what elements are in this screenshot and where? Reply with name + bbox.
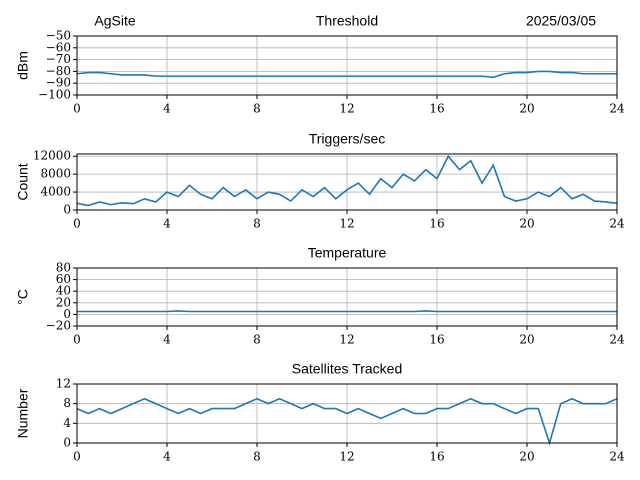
y-tick-label: 0 [63,203,71,217]
x-tick-label: 16 [429,217,444,231]
x-tick-label: 20 [519,102,534,116]
axes-frame [76,153,618,211]
x-tick-label: 0 [73,102,81,116]
y-tick-label: −20 [46,319,71,333]
y-axis-label: °C [15,289,31,305]
y-tick-label: 80 [56,261,71,275]
site-label: AgSite [94,13,135,29]
chart-title: Satellites Tracked [292,361,403,377]
y-tick-label: −80 [46,64,71,78]
x-tick-label: 4 [163,217,171,231]
x-tick-label: 12 [339,217,354,231]
data-line [76,397,618,446]
x-tick-label: 4 [163,102,171,116]
y-axis-label: dBm [15,51,31,80]
axes-frame [76,383,618,444]
y-tick-label: 0 [63,436,71,450]
axes-frame [76,267,618,327]
data-line [76,70,617,79]
x-tick-label: 24 [609,450,625,464]
x-tick-label: 20 [519,450,534,464]
y-tick-label: 0 [63,307,71,321]
y-tick-label: 8000 [40,167,71,181]
y-tick-label: 20 [56,295,71,309]
x-tick-label: 0 [73,217,81,231]
x-tick-label: 16 [429,333,444,347]
x-tick-label: 12 [339,450,354,464]
x-tick-label: 12 [339,333,354,347]
x-tick-label: 8 [253,450,261,464]
x-tick-label: 4 [163,450,171,464]
data-line [76,154,618,207]
y-tick-label: −90 [46,76,71,90]
y-axis-label: Number [15,388,31,438]
y-tick-label: 12000 [33,149,71,163]
x-tick-label: 8 [253,217,261,231]
y-tick-label: −50 [46,29,71,43]
axes-frame [76,35,618,96]
y-tick-label: 12 [56,377,71,391]
x-tick-label: 20 [519,217,534,231]
chart-title: Triggers/sec [309,131,386,147]
y-tick-label: 60 [56,272,71,286]
x-tick-label: 16 [429,450,444,464]
x-tick-label: 16 [429,102,444,116]
x-tick-label: 0 [73,333,81,347]
x-tick-label: 8 [253,333,261,347]
x-tick-label: 4 [163,333,171,347]
x-tick-label: 0 [73,450,81,464]
x-tick-label: 12 [339,102,354,116]
y-axis-label: Count [15,163,31,200]
y-tick-label: 40 [56,284,71,298]
x-tick-label: 8 [253,102,261,116]
x-tick-label: 24 [609,217,625,231]
x-tick-label: 24 [609,102,625,116]
chart-title: Temperature [308,245,387,261]
y-tick-label: 8 [63,396,71,410]
y-tick-label: −70 [46,52,71,66]
x-tick-label: 20 [519,333,534,347]
data-line [77,310,617,313]
y-tick-label: 4 [63,416,71,430]
y-tick-label: 4000 [40,185,71,199]
chart-title: Threshold [316,13,378,29]
date-label: 2025/03/05 [526,13,596,29]
y-tick-label: −60 [46,40,71,54]
y-tick-label: −100 [38,88,71,102]
x-tick-label: 24 [609,333,625,347]
